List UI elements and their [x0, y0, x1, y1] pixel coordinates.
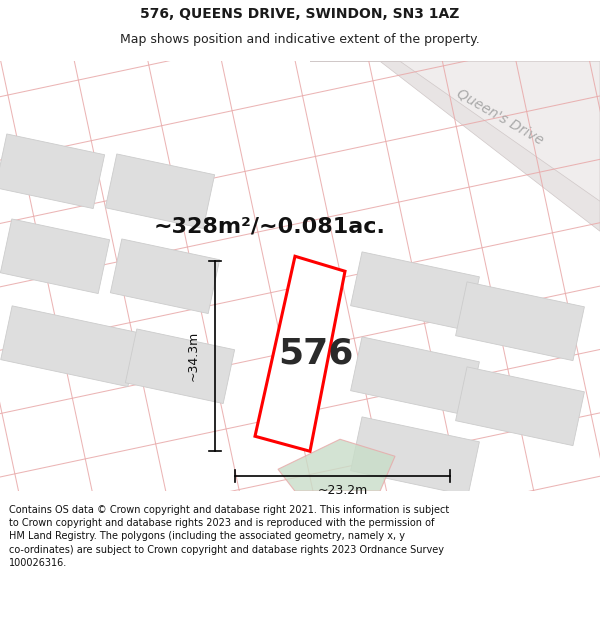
- Polygon shape: [350, 417, 479, 496]
- Polygon shape: [455, 367, 584, 446]
- Polygon shape: [278, 439, 395, 491]
- Polygon shape: [1, 219, 110, 294]
- Polygon shape: [310, 61, 600, 231]
- Polygon shape: [0, 134, 104, 209]
- Text: ~23.2m: ~23.2m: [317, 484, 368, 497]
- Text: Queen's Drive: Queen's Drive: [454, 86, 546, 147]
- Polygon shape: [340, 61, 600, 201]
- Text: ~34.3m: ~34.3m: [187, 331, 199, 381]
- Text: Map shows position and indicative extent of the property.: Map shows position and indicative extent…: [120, 34, 480, 46]
- Polygon shape: [455, 282, 584, 361]
- Polygon shape: [255, 256, 345, 451]
- Text: 576: 576: [278, 337, 354, 371]
- Polygon shape: [350, 252, 479, 331]
- Polygon shape: [106, 154, 215, 229]
- Text: Contains OS data © Crown copyright and database right 2021. This information is : Contains OS data © Crown copyright and d…: [9, 505, 449, 568]
- Polygon shape: [1, 306, 139, 387]
- Polygon shape: [125, 329, 235, 404]
- Text: ~328m²/~0.081ac.: ~328m²/~0.081ac.: [154, 216, 386, 236]
- Polygon shape: [110, 239, 220, 314]
- Text: 576, QUEENS DRIVE, SWINDON, SN3 1AZ: 576, QUEENS DRIVE, SWINDON, SN3 1AZ: [140, 8, 460, 21]
- Polygon shape: [350, 337, 479, 416]
